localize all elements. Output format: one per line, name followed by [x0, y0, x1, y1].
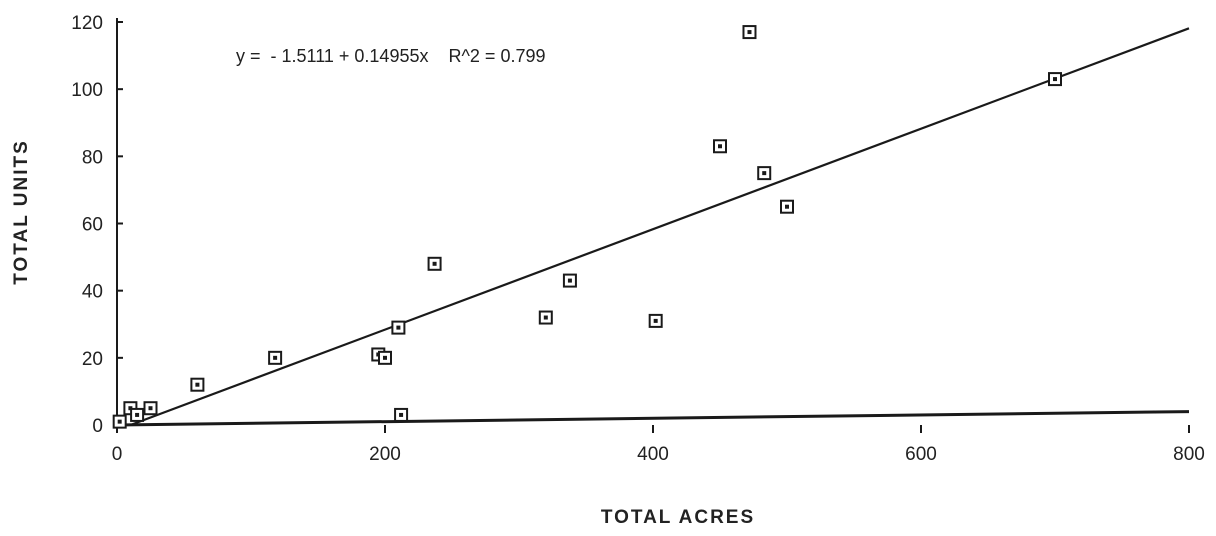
- x-tick-label: 200: [369, 444, 401, 465]
- y-axis-title: TOTAL UNITS: [11, 139, 32, 285]
- x-axis-baseline: [116, 410, 1190, 427]
- point-marker-center: [383, 355, 387, 360]
- data-point: [1048, 72, 1062, 87]
- data-point: [112, 414, 127, 429]
- fit-lines-group: [116, 27, 1190, 427]
- data-point: [742, 25, 757, 40]
- point-marker-center: [1053, 77, 1057, 82]
- point-marker-center: [653, 318, 658, 323]
- data-point: [190, 377, 205, 392]
- point-marker-center: [785, 204, 789, 209]
- point-marker-center: [396, 325, 401, 330]
- data-point: [713, 139, 727, 154]
- point-marker-center: [762, 171, 767, 176]
- y-tick-label: 20: [82, 349, 103, 370]
- point-marker-center: [117, 419, 122, 424]
- x-tick-label: 800: [1173, 444, 1205, 465]
- data-point: [538, 310, 553, 325]
- y-tick-label: 120: [71, 13, 103, 34]
- data-point: [780, 199, 794, 214]
- data-point: [130, 407, 145, 422]
- point-marker-center: [195, 382, 200, 387]
- data-points-group: [112, 25, 1062, 429]
- x-tick-label: 400: [637, 444, 669, 465]
- labels-group: y = - 1.5111 + 0.14955x R^2 = 0.799 TOTA…: [11, 46, 755, 528]
- point-marker-center: [567, 278, 572, 283]
- point-marker-center: [718, 144, 722, 149]
- point-marker-center: [432, 261, 437, 266]
- x-tick-label: 0: [112, 444, 123, 465]
- point-marker-center: [747, 30, 752, 35]
- data-point: [757, 166, 772, 181]
- y-tick-label: 80: [82, 147, 103, 168]
- point-marker-center: [399, 412, 404, 417]
- x-axis-title: TOTAL ACRES: [601, 507, 755, 528]
- data-point: [648, 313, 663, 328]
- data-point: [378, 350, 392, 365]
- data-point: [427, 256, 442, 271]
- data-point: [391, 320, 406, 335]
- y-tick-label: 0: [92, 416, 103, 437]
- point-marker-center: [135, 412, 140, 417]
- regression-equation-annotation: y = - 1.5111 + 0.14955x R^2 = 0.799: [236, 46, 546, 66]
- data-point: [143, 401, 158, 416]
- axes-group: 0 20 40 60 80 100 120 0 200 400 600 800: [71, 13, 1205, 465]
- data-point: [562, 273, 577, 288]
- point-marker-center: [148, 406, 153, 411]
- point-marker-center: [273, 355, 278, 360]
- point-marker-center: [543, 315, 548, 320]
- y-tick-label: 60: [82, 215, 103, 236]
- data-point: [268, 350, 283, 365]
- regression-line: [130, 27, 1190, 427]
- y-tick-label: 100: [71, 80, 103, 101]
- y-tick-label: 40: [82, 282, 103, 303]
- data-point: [394, 407, 409, 422]
- x-tick-label: 600: [905, 444, 937, 465]
